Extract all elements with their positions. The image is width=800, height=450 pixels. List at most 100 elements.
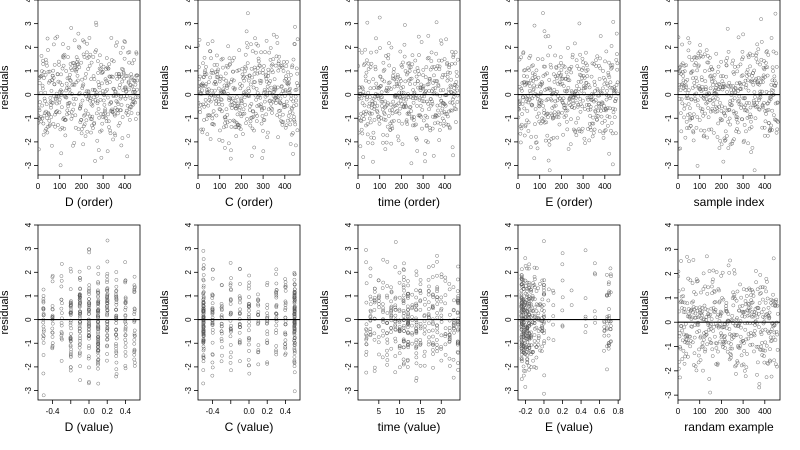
- residual-point: [533, 343, 537, 347]
- residual-point: [754, 53, 758, 58]
- residual-point: [528, 333, 533, 338]
- residual-point: [555, 98, 560, 103]
- residual-point: [434, 20, 439, 25]
- x-tick-label: 300: [256, 182, 270, 191]
- residual-point: [530, 308, 535, 313]
- residual-point: [557, 63, 561, 68]
- residual-point: [228, 261, 233, 265]
- residual-point: [456, 294, 460, 298]
- residual-point: [522, 74, 526, 78]
- residual-point: [212, 93, 216, 98]
- residual-point: [83, 134, 88, 138]
- residual-point: [405, 72, 409, 77]
- residual-point: [69, 347, 73, 352]
- residual-point: [100, 121, 105, 126]
- residual-point: [594, 105, 599, 109]
- residual-point: [50, 314, 55, 319]
- residual-point: [237, 108, 242, 112]
- residual-point: [368, 315, 373, 319]
- residual-point: [367, 79, 371, 84]
- residual-point: [401, 337, 406, 342]
- residual-point: [210, 327, 215, 332]
- residual-point: [240, 99, 244, 104]
- residual-point: [49, 100, 54, 105]
- residual-point: [568, 96, 572, 101]
- residual-point: [523, 68, 527, 72]
- residual-point: [559, 72, 564, 77]
- residual-point: [430, 342, 435, 347]
- residual-point: [750, 310, 755, 314]
- residual-point: [528, 296, 533, 301]
- residual-point: [739, 295, 743, 300]
- residual-point: [72, 102, 76, 107]
- residual-point: [719, 311, 724, 315]
- residual-point: [223, 121, 227, 125]
- residual-point: [365, 58, 369, 63]
- residual-point: [201, 353, 206, 358]
- residual-point: [708, 312, 713, 317]
- residual-point: [414, 137, 419, 142]
- residual-point: [610, 131, 615, 136]
- residual-point: [275, 113, 280, 117]
- residual-point: [378, 75, 383, 79]
- residual-point: [50, 345, 55, 350]
- residual-point: [47, 69, 52, 74]
- residual-point: [738, 344, 743, 348]
- residual-point: [454, 70, 459, 74]
- residual-point: [538, 302, 542, 306]
- residual-point: [566, 147, 571, 151]
- residual-point: [377, 293, 381, 298]
- residual-point: [527, 294, 531, 299]
- residual-point: [719, 109, 724, 113]
- residual-point: [546, 53, 550, 58]
- residual-point: [678, 111, 683, 115]
- residual-point: [606, 341, 611, 346]
- residual-point: [377, 15, 382, 20]
- residual-point: [519, 334, 524, 339]
- residual-point: [447, 356, 452, 361]
- residual-point: [550, 116, 555, 121]
- residual-point: [41, 371, 46, 376]
- residual-point: [246, 86, 251, 91]
- residual-point: [88, 96, 93, 101]
- residual-point: [736, 64, 740, 69]
- plot-frame: [677, 0, 781, 176]
- residual-point: [105, 326, 110, 331]
- residual-point: [681, 287, 685, 292]
- residual-point: [68, 368, 73, 373]
- residual-point: [44, 127, 49, 131]
- residual-point: [60, 83, 64, 87]
- residual-point: [200, 81, 205, 86]
- residual-point: [201, 297, 206, 301]
- residual-point: [536, 336, 541, 340]
- residual-point: [405, 342, 410, 346]
- residual-point: [229, 368, 233, 373]
- residual-point: [211, 122, 215, 126]
- residual-point: [414, 326, 418, 330]
- residual-point: [448, 100, 453, 105]
- residual-point: [751, 294, 756, 298]
- residual-point: [45, 130, 50, 135]
- residual-point: [439, 358, 444, 363]
- residual-point: [532, 275, 537, 279]
- residual-point: [295, 81, 299, 85]
- residual-point: [130, 102, 134, 106]
- y-tick-label: -1: [24, 114, 33, 122]
- residual-point: [431, 154, 436, 158]
- residual-point: [586, 108, 591, 112]
- residual-point: [49, 89, 54, 93]
- residual-point: [240, 112, 245, 116]
- residual-point: [238, 267, 242, 271]
- residual-point: [96, 330, 100, 334]
- residual-point: [772, 113, 776, 118]
- residual-point: [129, 75, 134, 80]
- residual-point: [733, 364, 737, 369]
- residual-point: [522, 133, 527, 138]
- residual-point: [609, 324, 613, 328]
- residual-point: [682, 106, 687, 111]
- residual-point: [749, 150, 753, 154]
- residual-point: [570, 52, 575, 57]
- residual-point: [78, 338, 82, 343]
- residual-point: [700, 85, 705, 89]
- residual-point: [378, 46, 382, 50]
